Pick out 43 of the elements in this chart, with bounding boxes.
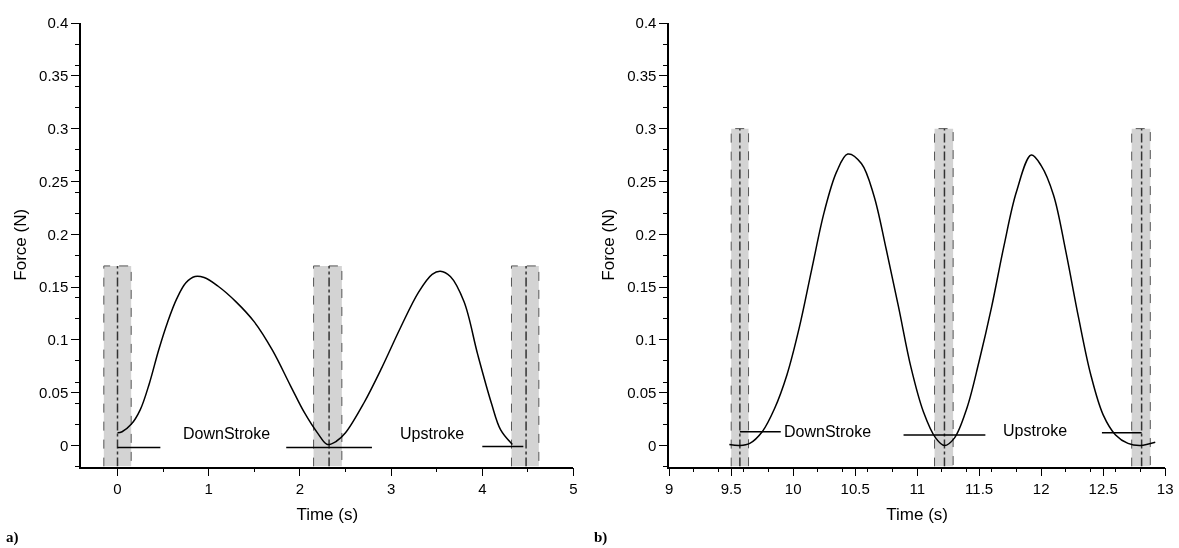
annotation: DownStroke: [183, 425, 271, 442]
x-tick-label: 13: [1156, 480, 1174, 498]
x-axis-title: Time (s): [886, 505, 949, 525]
annotation: Upstroke: [400, 425, 465, 442]
x-tick-label: 12.5: [1088, 480, 1118, 498]
x-tick-label: 9.5: [720, 480, 742, 498]
y-tick-label: 0.1: [635, 331, 657, 349]
x-tick-label: 2: [295, 480, 305, 498]
y-tick-label: 0.15: [627, 278, 657, 296]
y-tick-label: 0.1: [47, 331, 69, 349]
x-tick-label: 1: [204, 480, 213, 498]
y-tick-label: 0.35: [627, 67, 657, 85]
y-tick-label: 0: [59, 436, 69, 454]
y-tick-label: 0: [648, 436, 657, 454]
y-tick-label: 0.05: [39, 383, 69, 401]
x-tick-label: 12: [1032, 480, 1050, 498]
y-tick-label: 0.2: [47, 225, 69, 243]
x-tick-label: 9: [665, 480, 674, 498]
x-tick-label: 4: [478, 480, 487, 498]
y-tick-label: 0.2: [635, 225, 657, 243]
x-tick-label: 3: [386, 480, 396, 498]
x-tick-label: 11: [909, 480, 925, 498]
annotation: DownStroke: [784, 423, 872, 440]
y-axis-title: Force (N): [599, 208, 619, 281]
x-tick-label: 5: [569, 480, 578, 498]
text: b): [594, 529, 608, 546]
x-tick-label: 11.5: [965, 480, 994, 498]
x-tick-label: 10: [784, 480, 802, 498]
y-tick-label: 0.35: [39, 67, 69, 85]
y-tick-label: 0.25: [627, 172, 657, 190]
x-tick-label: 10.5: [840, 480, 870, 498]
x-axis-title: Time (s): [296, 505, 359, 525]
text: a): [6, 529, 19, 546]
y-tick-label: 0.3: [635, 119, 657, 137]
annotation: Upstroke: [1003, 422, 1068, 439]
y-tick-label: 0.4: [635, 14, 657, 32]
y-tick-label: 0.05: [627, 383, 657, 401]
x-tick-label: 0: [113, 480, 122, 498]
y-tick-label: 0.25: [39, 172, 69, 190]
y-tick-label: 0.3: [47, 119, 69, 137]
y-tick-label: 0.15: [39, 278, 69, 296]
y-tick-label: 0.4: [47, 14, 69, 32]
y-axis-title: Force (N): [11, 208, 31, 281]
